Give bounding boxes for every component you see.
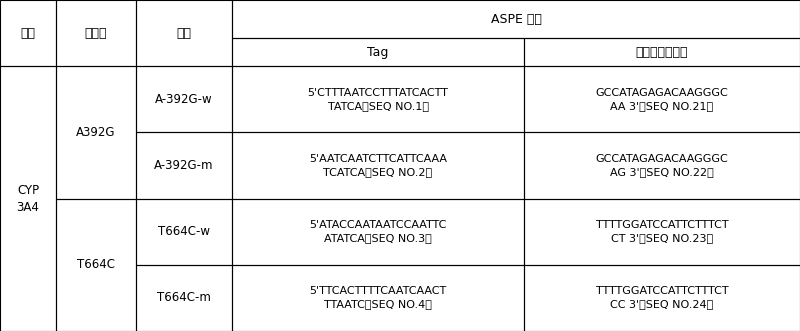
Bar xyxy=(232,0,800,38)
Text: A-392G-m: A-392G-m xyxy=(154,159,214,172)
Text: A392G: A392G xyxy=(76,126,116,139)
Text: CYP
3A4: CYP 3A4 xyxy=(17,184,39,213)
Bar xyxy=(0,0,56,66)
Bar xyxy=(232,265,524,331)
Text: 5'CTTTAATCCTTTATCACTT
TATCA（SEQ NO.1）: 5'CTTTAATCCTTTATCACTT TATCA（SEQ NO.1） xyxy=(307,88,449,111)
Bar xyxy=(524,132,800,199)
Text: A-392G-w: A-392G-w xyxy=(155,93,213,106)
Text: GCCATAGAGACAAGGGC
AG 3'（SEQ NO.22）: GCCATAGAGACAAGGGC AG 3'（SEQ NO.22） xyxy=(596,154,728,177)
Text: TTTTGGATCCATTCTTTCT
CT 3'（SEQ NO.23）: TTTTGGATCCATTCTTTCT CT 3'（SEQ NO.23） xyxy=(596,220,728,243)
Bar xyxy=(524,66,800,132)
Bar xyxy=(136,0,232,66)
Bar xyxy=(136,132,232,199)
Bar xyxy=(56,199,136,331)
Bar xyxy=(0,66,56,331)
Bar xyxy=(524,199,800,265)
Text: T664C: T664C xyxy=(77,258,115,271)
Text: GCCATAGAGACAAGGGC
AA 3'（SEQ NO.21）: GCCATAGAGACAAGGGC AA 3'（SEQ NO.21） xyxy=(596,88,728,111)
Text: T664C-m: T664C-m xyxy=(157,291,211,305)
Bar xyxy=(524,265,800,331)
Text: 类型: 类型 xyxy=(177,26,191,40)
Text: 5'AATCAATCTTCATTCAAA
TCATCA（SEQ NO.2）: 5'AATCAATCTTCATTCAAA TCATCA（SEQ NO.2） xyxy=(309,154,447,177)
Bar xyxy=(136,265,232,331)
Bar xyxy=(56,0,136,66)
Bar xyxy=(136,66,232,132)
Text: Tag: Tag xyxy=(367,46,389,59)
Text: 基因型: 基因型 xyxy=(85,26,107,40)
Text: 基因: 基因 xyxy=(21,26,35,40)
Bar xyxy=(136,199,232,265)
Text: 特异性引物序列: 特异性引物序列 xyxy=(636,46,688,59)
Bar xyxy=(524,38,800,66)
Text: 5'TTCACTTTTCAATCAACT
TTAATC（SEQ NO.4）: 5'TTCACTTTTCAATCAACT TTAATC（SEQ NO.4） xyxy=(310,286,446,309)
Bar xyxy=(232,38,524,66)
Text: T664C-w: T664C-w xyxy=(158,225,210,238)
Bar xyxy=(232,66,524,132)
Text: 5'ATACCAATAATCCAATTC
ATATCA（SEQ NO.3）: 5'ATACCAATAATCCAATTC ATATCA（SEQ NO.3） xyxy=(310,220,446,243)
Bar xyxy=(232,199,524,265)
Bar xyxy=(232,132,524,199)
Bar xyxy=(56,66,136,199)
Text: TTTTGGATCCATTCTTTCT
CC 3'（SEQ NO.24）: TTTTGGATCCATTCTTTCT CC 3'（SEQ NO.24） xyxy=(596,286,728,309)
Text: ASPE 引物: ASPE 引物 xyxy=(490,13,542,25)
